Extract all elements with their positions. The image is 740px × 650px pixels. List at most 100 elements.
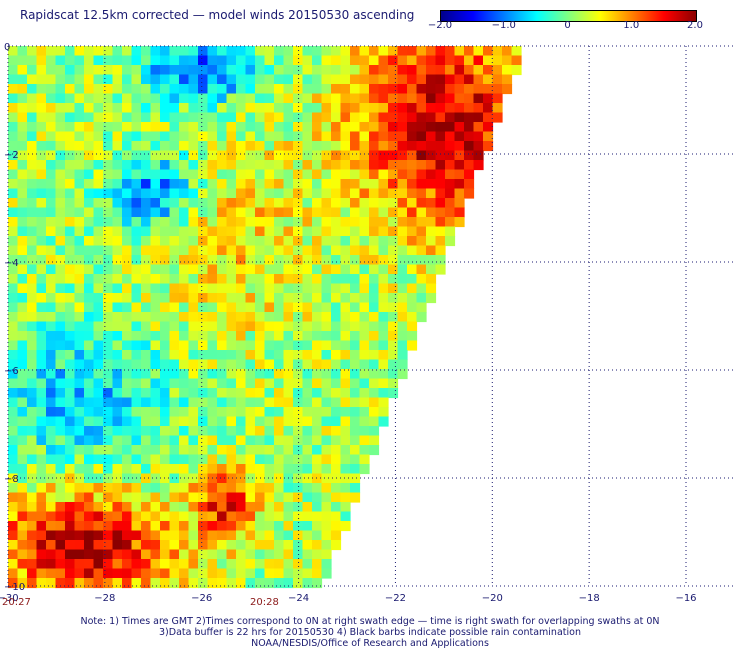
heatmap-cell <box>321 122 332 133</box>
heatmap-cell <box>217 217 228 228</box>
heatmap-cell <box>131 293 142 304</box>
heatmap-cell <box>226 160 237 171</box>
heatmap-cell <box>340 141 351 152</box>
heatmap-cell <box>198 321 209 332</box>
heatmap-cell <box>226 65 237 76</box>
heatmap-cell <box>435 112 446 123</box>
heatmap-cell <box>245 217 256 228</box>
heatmap-cell <box>255 483 266 494</box>
heatmap-cell <box>103 388 114 399</box>
heatmap-cell <box>217 359 228 370</box>
heatmap-cell <box>112 112 123 123</box>
heatmap-cell <box>93 350 104 361</box>
heatmap-cell <box>112 340 123 351</box>
heatmap-cell <box>141 416 152 427</box>
heatmap-cell <box>207 540 218 551</box>
heatmap-cell <box>426 255 437 266</box>
heatmap-cell <box>179 454 190 465</box>
heatmap-cell <box>378 293 389 304</box>
heatmap-cell <box>160 93 171 104</box>
heatmap-cell <box>74 540 85 551</box>
heatmap-cell <box>236 502 247 513</box>
heatmap-cell <box>150 293 161 304</box>
heatmap-cell <box>8 511 19 522</box>
heatmap-cell <box>65 483 76 494</box>
heatmap-cell <box>93 359 104 370</box>
heatmap-cell <box>473 150 484 161</box>
heatmap-cell <box>407 103 418 114</box>
heatmap-cell <box>188 112 199 123</box>
heatmap-cell <box>331 93 342 104</box>
heatmap-cell <box>198 226 209 237</box>
heatmap-cell <box>264 511 275 522</box>
heatmap-cell <box>27 540 38 551</box>
heatmap-cell <box>293 359 304 370</box>
heatmap-cell <box>36 568 47 579</box>
heatmap-cell <box>93 511 104 522</box>
heatmap-cell <box>321 93 332 104</box>
heatmap-cell <box>160 540 171 551</box>
heatmap-cell <box>454 198 465 209</box>
heatmap-cell <box>198 378 209 389</box>
heatmap-cell <box>264 74 275 85</box>
heatmap-cell <box>312 578 323 589</box>
heatmap-cell <box>36 198 47 209</box>
heatmap-cell <box>27 473 38 484</box>
heatmap-cell <box>312 559 323 570</box>
heatmap-cell <box>378 397 389 408</box>
heatmap-cell <box>131 150 142 161</box>
heatmap-cell <box>378 369 389 380</box>
heatmap-cell <box>169 46 180 57</box>
heatmap-cell <box>331 416 342 427</box>
heatmap-cell <box>283 293 294 304</box>
heatmap-cell <box>46 283 57 294</box>
heatmap-cell <box>122 93 133 104</box>
heatmap-cell <box>350 103 361 114</box>
heatmap-cell <box>169 568 180 579</box>
heatmap-cell <box>340 84 351 95</box>
heatmap-cell <box>207 302 218 313</box>
heatmap-cell <box>397 207 408 218</box>
heatmap-cell <box>8 530 19 541</box>
heatmap-cell <box>207 188 218 199</box>
heatmap-cell <box>207 169 218 180</box>
heatmap-cell <box>236 340 247 351</box>
heatmap-cell <box>65 264 76 275</box>
heatmap-cell <box>36 426 47 437</box>
heatmap-cell <box>160 65 171 76</box>
heatmap-cell <box>103 350 114 361</box>
heatmap-cell <box>321 264 332 275</box>
y-tick-label: −6 <box>4 366 19 377</box>
heatmap-cell <box>141 340 152 351</box>
heatmap-cell <box>255 293 266 304</box>
heatmap-cell <box>112 160 123 171</box>
heatmap-cell <box>264 188 275 199</box>
heatmap-cell <box>55 274 66 285</box>
heatmap-cell <box>8 473 19 484</box>
heatmap-cell <box>141 426 152 437</box>
heatmap-cell <box>236 103 247 114</box>
heatmap-cell <box>160 473 171 484</box>
heatmap-cell <box>283 74 294 85</box>
heatmap-cell <box>27 530 38 541</box>
heatmap-cell <box>55 74 66 85</box>
heatmap-cell <box>473 84 484 95</box>
heatmap-cell <box>84 369 95 380</box>
heatmap-cell <box>388 226 399 237</box>
heatmap-cell <box>445 55 456 66</box>
heatmap-cell <box>217 492 228 503</box>
heatmap-cell <box>179 369 190 380</box>
heatmap-cell <box>426 84 437 95</box>
heatmap-cell <box>36 103 47 114</box>
heatmap-cell <box>188 283 199 294</box>
heatmap-cell <box>65 464 76 475</box>
heatmap-cell <box>435 93 446 104</box>
heatmap-cell <box>407 293 418 304</box>
heatmap-cell <box>141 369 152 380</box>
heatmap-cell <box>36 274 47 285</box>
heatmap-cell <box>131 65 142 76</box>
heatmap-cell <box>340 46 351 57</box>
heatmap-cell <box>36 359 47 370</box>
heatmap-cell <box>236 131 247 142</box>
heatmap-cell <box>302 549 313 560</box>
